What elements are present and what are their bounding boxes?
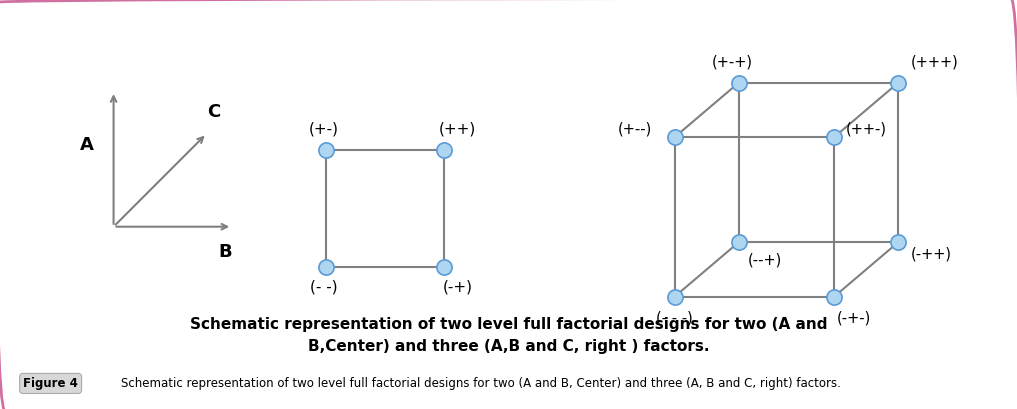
Text: (-+-): (-+-) xyxy=(836,310,871,325)
Point xyxy=(826,134,842,140)
Text: B: B xyxy=(219,243,232,261)
Text: (+--): (+--) xyxy=(617,122,652,137)
Text: (- - -): (- - -) xyxy=(656,310,694,325)
Point xyxy=(435,264,452,271)
Text: (+++): (+++) xyxy=(911,55,959,70)
Point xyxy=(318,146,335,153)
Text: (--+): (--+) xyxy=(749,253,782,267)
Point xyxy=(890,79,906,86)
Text: (-++): (-++) xyxy=(911,246,952,261)
Point xyxy=(667,293,683,300)
Point xyxy=(890,239,906,245)
Text: (- -): (- -) xyxy=(310,279,338,294)
Point xyxy=(730,79,746,86)
Text: Schematic representation of two level full factorial designs for two (A and B, C: Schematic representation of two level fu… xyxy=(121,377,841,390)
Point xyxy=(318,264,335,271)
Text: (+-): (+-) xyxy=(308,121,339,136)
Point xyxy=(730,239,746,245)
Text: (-+): (-+) xyxy=(442,279,473,294)
Text: A: A xyxy=(79,137,94,155)
Text: (++): (++) xyxy=(439,121,477,136)
Text: Schematic representation of two level full factorial designs for two (A and
B,Ce: Schematic representation of two level fu… xyxy=(190,317,827,354)
Point xyxy=(826,293,842,300)
Text: (++-): (++-) xyxy=(846,122,887,137)
Text: C: C xyxy=(206,103,220,121)
Point xyxy=(667,134,683,140)
Point xyxy=(435,146,452,153)
Text: (+-+): (+-+) xyxy=(712,55,753,70)
Text: Figure 4: Figure 4 xyxy=(23,377,78,390)
